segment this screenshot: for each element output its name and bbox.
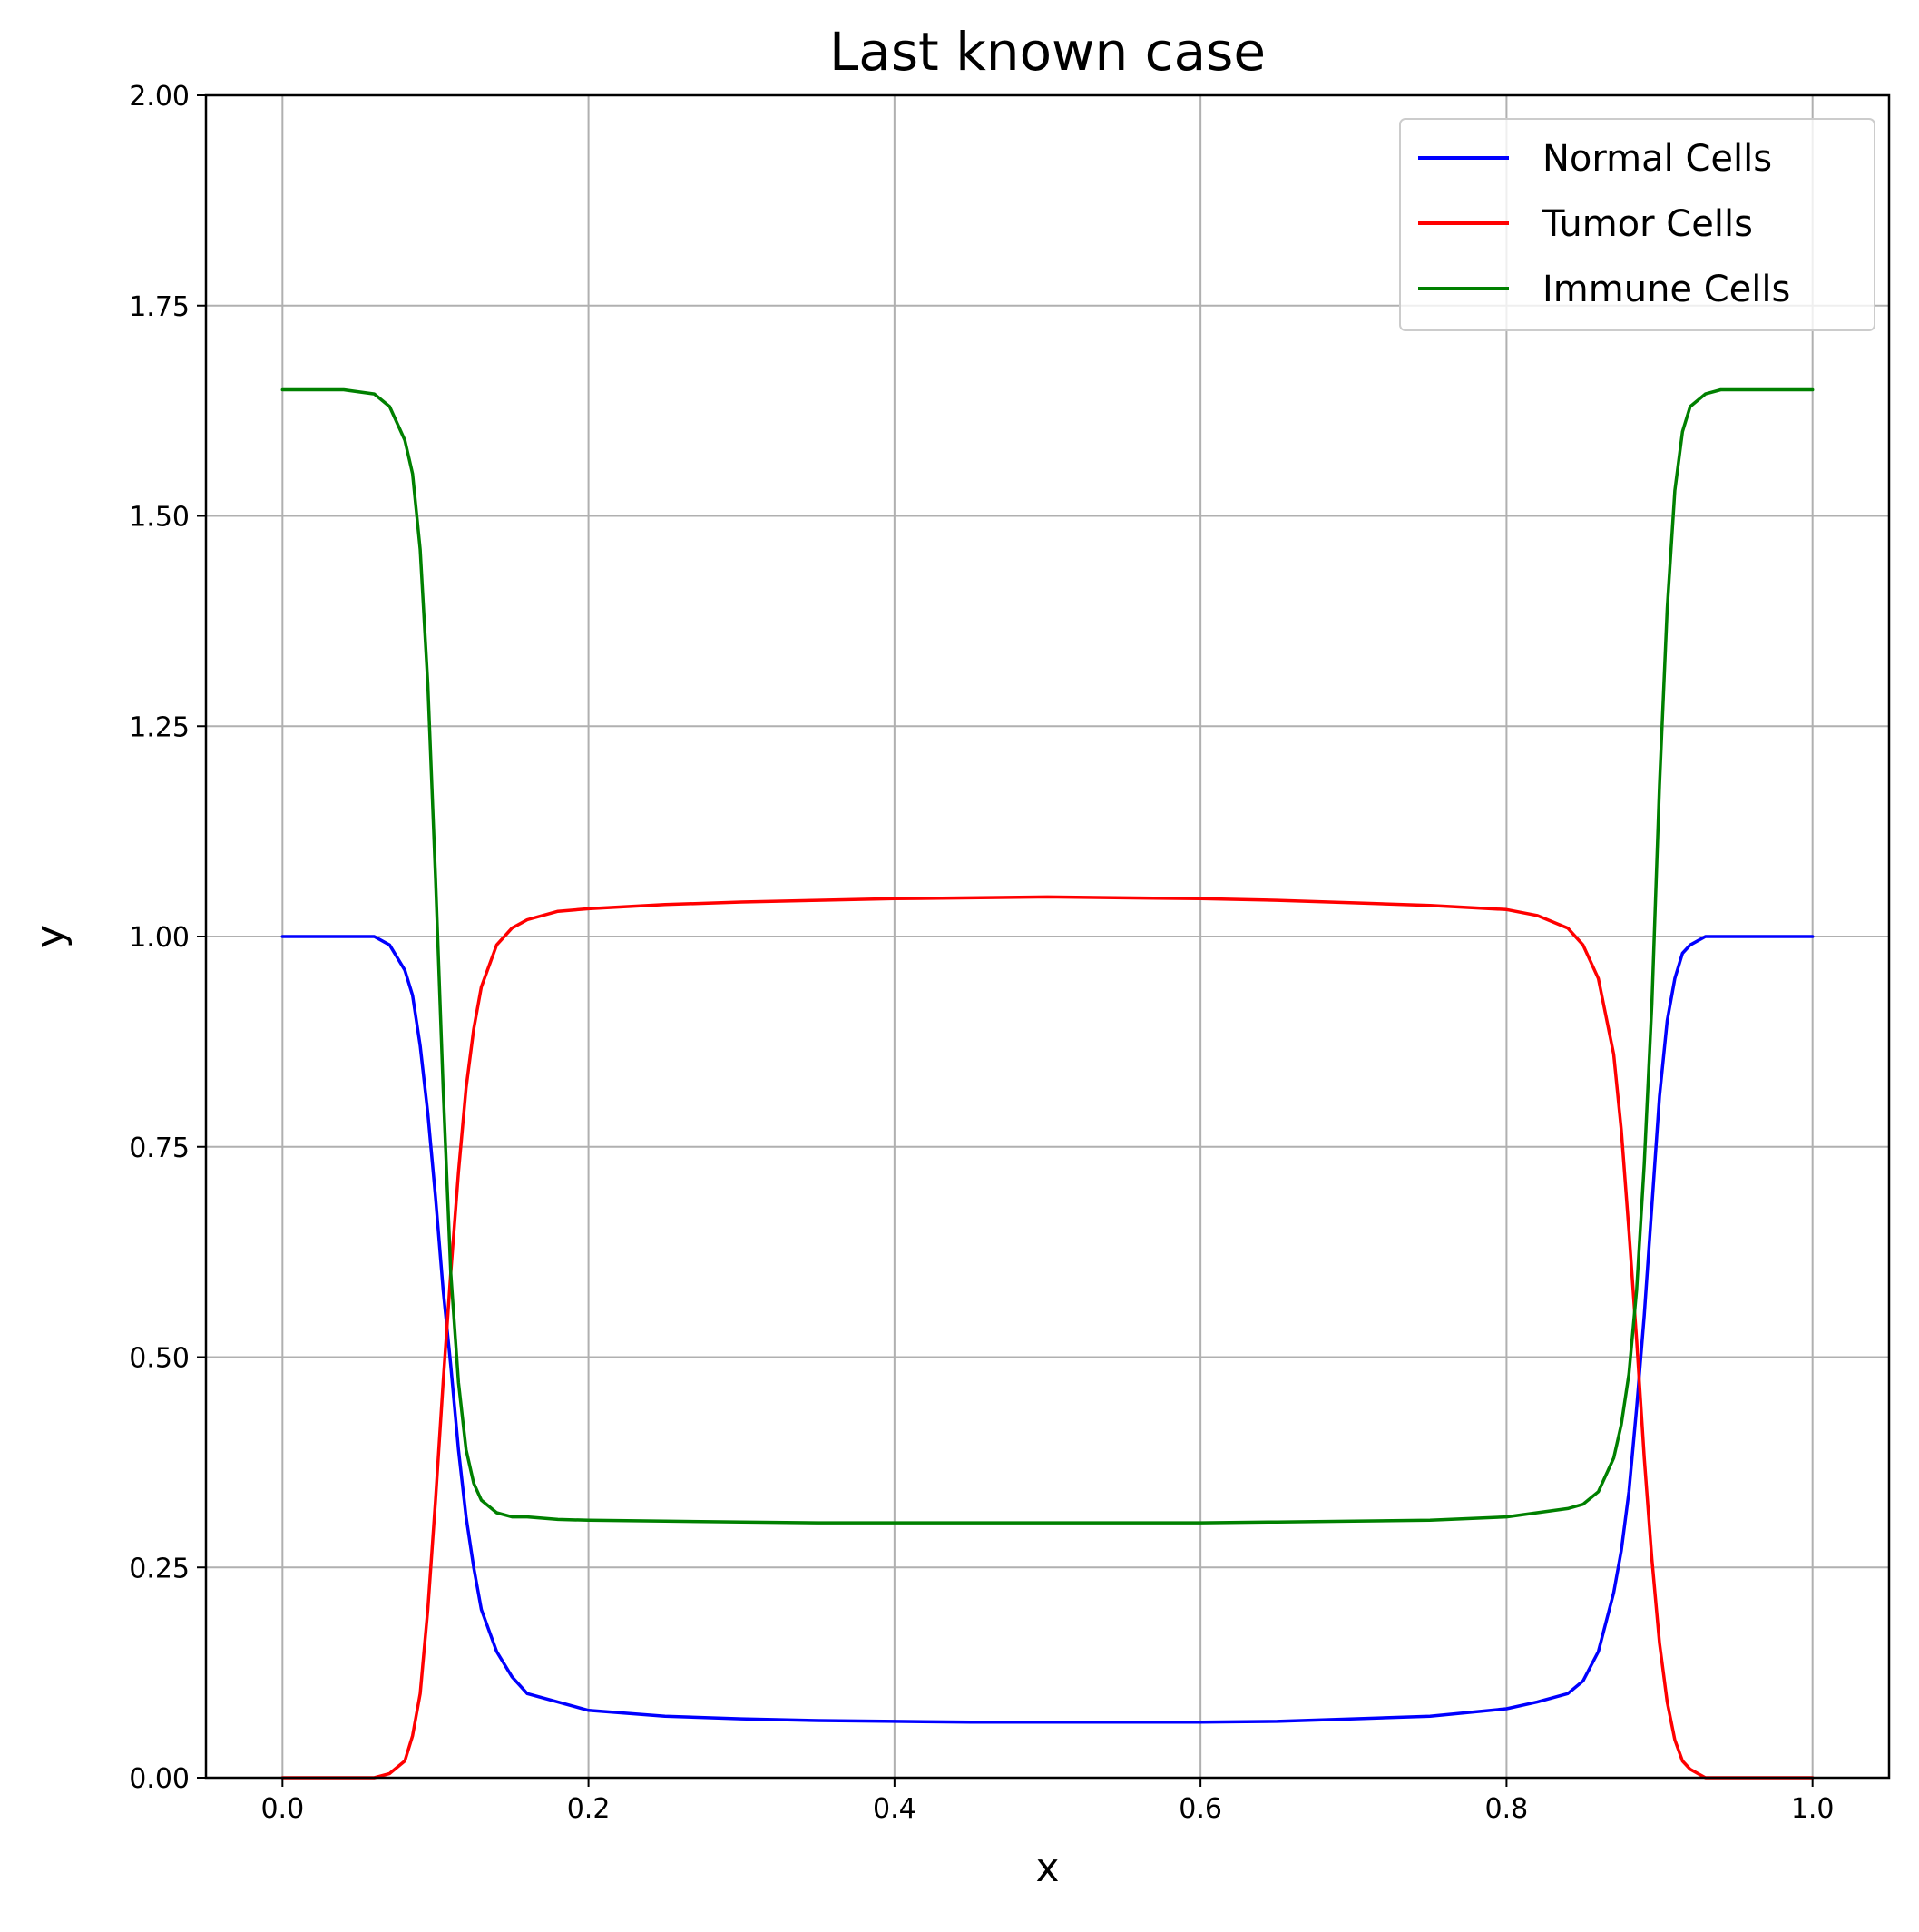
y-axis: 0.00 0.25 0.50 0.75 1.00 1.25 1.50 1.75 2.00	[129, 81, 206, 1795]
series-line-immune-cells	[280, 387, 1815, 1525]
x-tick-label: 0.0	[260, 1793, 304, 1825]
y-tick-label: 0.00	[129, 1763, 190, 1795]
x-tick-label: 0.6	[1179, 1793, 1222, 1825]
legend-label-immune-cells: Immune Cells	[1542, 269, 1790, 310]
y-tick-label: 1.00	[129, 922, 190, 954]
y-tick-label: 1.25	[129, 711, 190, 743]
x-tick-label: 1.0	[1791, 1793, 1835, 1825]
legend-items: Normal Cells Tumor Cells Immune Cells	[1418, 138, 1790, 310]
x-axis: 0.0 0.2 0.4 0.6 0.8 1.0	[260, 1778, 1835, 1825]
series-layer	[280, 387, 1815, 1780]
legend-label-tumor-cells: Tumor Cells	[1542, 203, 1753, 245]
legend-frame	[1399, 118, 1875, 331]
y-tick-label: 0.50	[129, 1343, 190, 1375]
series-line-normal-cells	[280, 935, 1815, 1724]
x-tick-label: 0.8	[1485, 1793, 1529, 1825]
x-axis-title: x	[1035, 1845, 1059, 1891]
y-tick-label: 1.75	[129, 291, 190, 323]
y-tick-label: 2.00	[129, 81, 190, 113]
x-tick-label: 0.4	[873, 1793, 916, 1825]
chart-title: Last known case	[829, 21, 1266, 83]
y-tick-label: 0.25	[129, 1553, 190, 1584]
y-tick-label: 0.75	[129, 1133, 190, 1164]
series-line-tumor-cells	[280, 895, 1815, 1780]
legend: Normal Cells Tumor Cells Immune Cells	[1399, 118, 1875, 331]
y-axis-title: y	[27, 925, 73, 948]
y-tick-label: 1.50	[129, 502, 190, 534]
x-tick-label: 0.2	[567, 1793, 611, 1825]
legend-label-normal-cells: Normal Cells	[1542, 138, 1772, 180]
